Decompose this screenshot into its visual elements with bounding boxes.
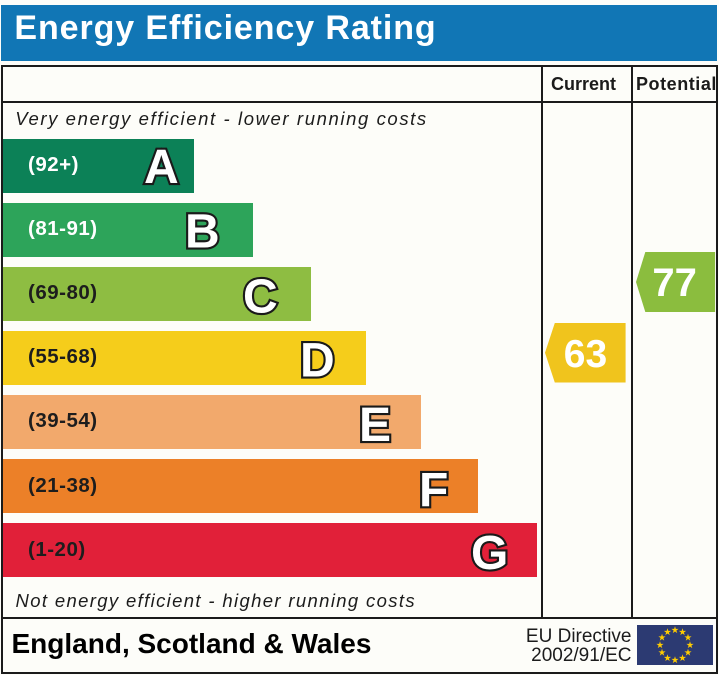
svg-text:E: E — [359, 399, 391, 452]
svg-text:B: B — [185, 205, 220, 258]
svg-text:63: 63 — [564, 333, 607, 376]
svg-text:G: G — [471, 527, 508, 580]
svg-text:77: 77 — [652, 261, 697, 305]
svg-text:A: A — [144, 141, 179, 194]
svg-text:F: F — [419, 464, 448, 517]
svg-text:D: D — [300, 334, 335, 387]
svg-text:C: C — [243, 270, 278, 323]
